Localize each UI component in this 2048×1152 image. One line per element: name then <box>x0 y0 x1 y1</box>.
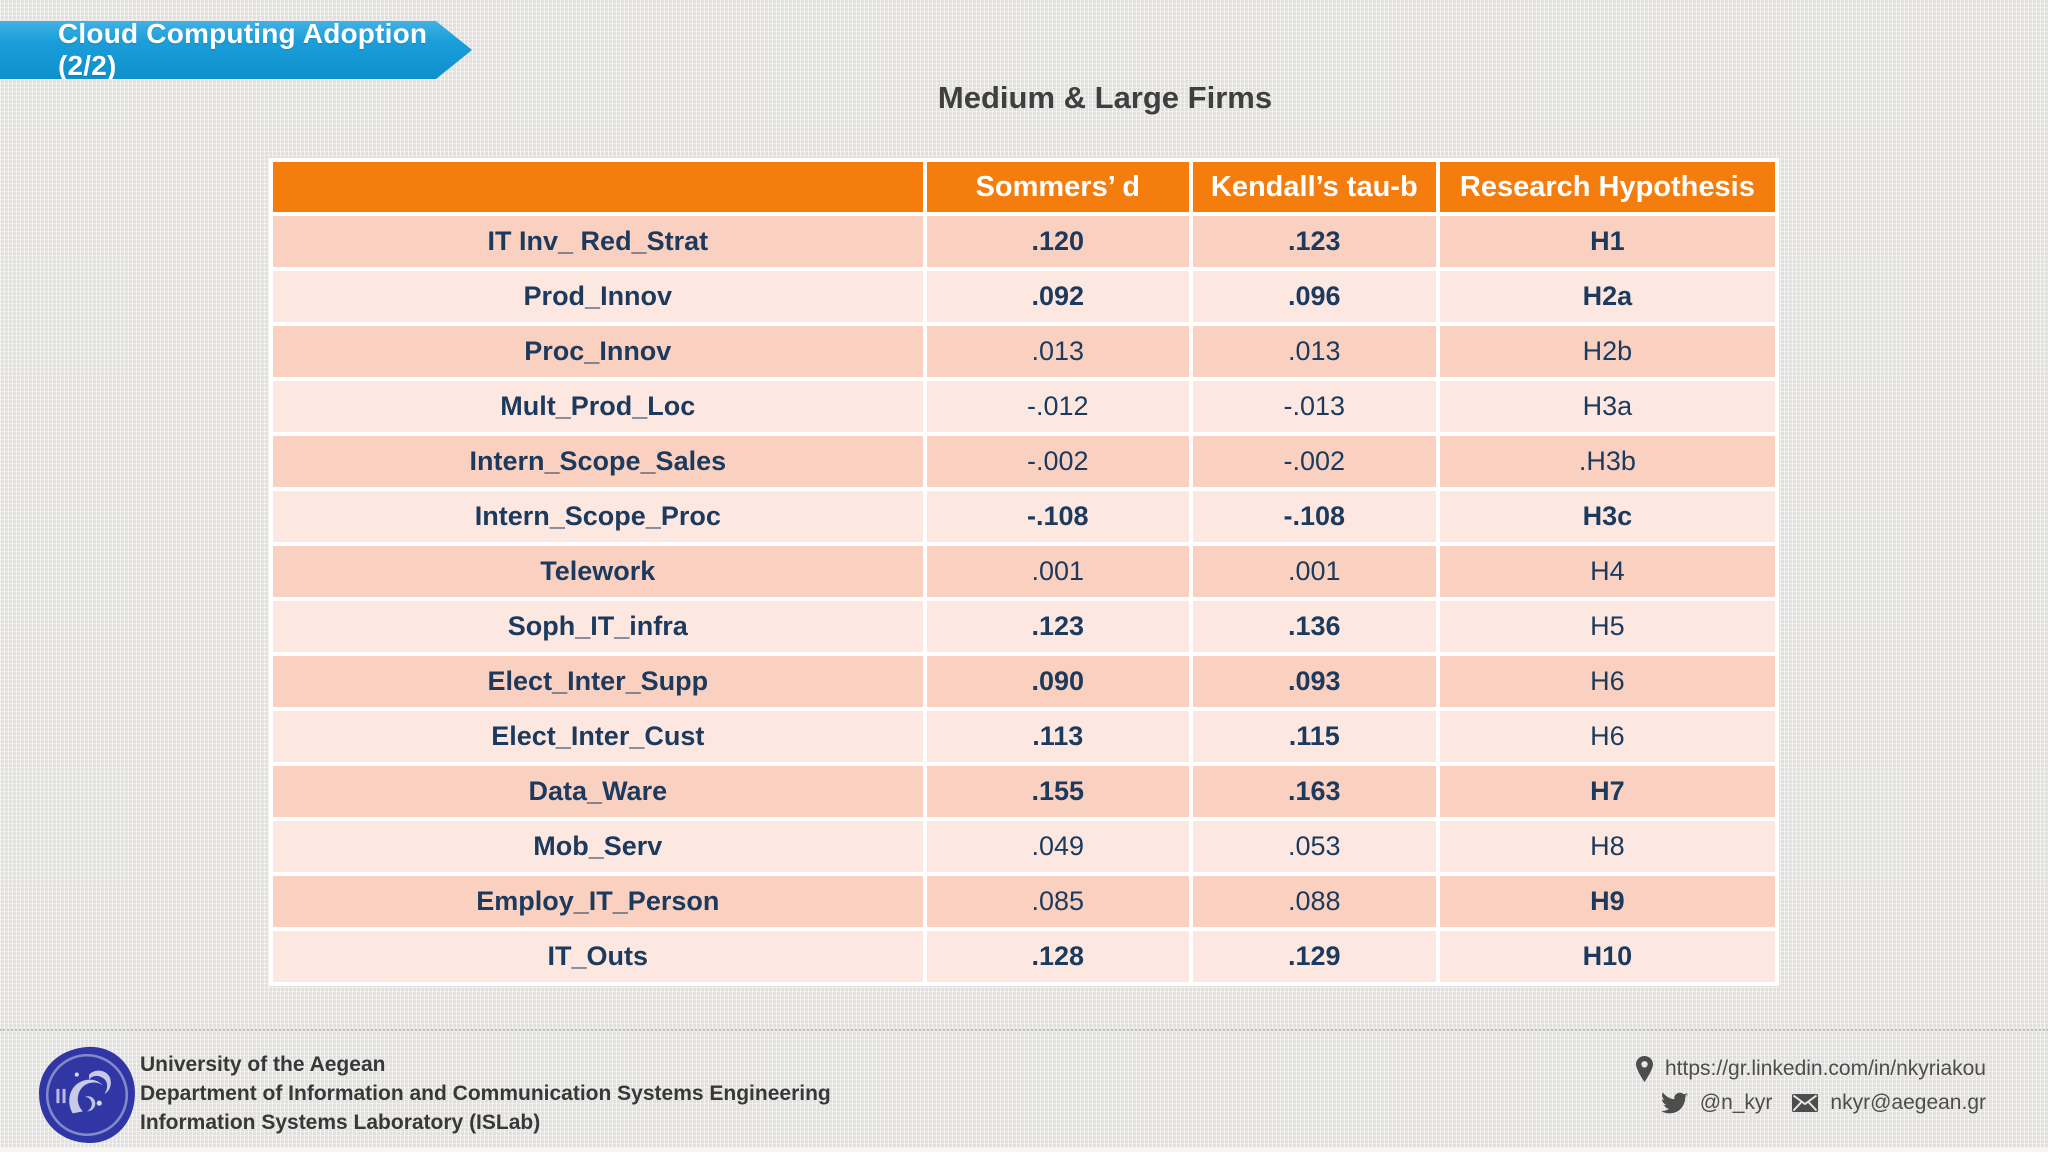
results-table-container: Sommers’ d Kendall’s tau-b Research Hypo… <box>269 158 1779 986</box>
row-label-cell: IT Inv_ Red_Strat <box>273 216 923 267</box>
row-label-cell: Data_Ware <box>273 766 923 817</box>
hypothesis-cell: H6 <box>1439 656 1775 707</box>
kendall-tau-cell: -.108 <box>1192 491 1436 542</box>
kendall-tau-cell: .096 <box>1192 271 1436 322</box>
hypothesis-cell: H3c <box>1439 491 1775 542</box>
kendall-tau-cell: .013 <box>1192 326 1436 377</box>
table-row: Soph_IT_infra .123 .136 H5 <box>273 601 1775 652</box>
row-label-cell: Mult_Prod_Loc <box>273 381 923 432</box>
page-title: Medium & Large Firms <box>937 80 1273 115</box>
kendall-tau-cell: .136 <box>1192 601 1436 652</box>
laboratory-name: Information Systems Laboratory (ISLab) <box>140 1111 541 1134</box>
row-label-cell: Telework <box>273 546 923 597</box>
sommers-d-cell: .128 <box>926 931 1189 982</box>
row-label-cell: IT_Outs <box>273 931 923 982</box>
row-label-cell: Employ_IT_Person <box>273 876 923 927</box>
row-label-cell: Prod_Innov <box>273 271 923 322</box>
results-table: Sommers’ d Kendall’s tau-b Research Hypo… <box>269 158 1779 986</box>
sommers-d-cell: .090 <box>926 656 1189 707</box>
sommers-d-cell: .049 <box>926 821 1189 872</box>
email-address: nkyr@aegean.gr <box>1830 1091 1986 1114</box>
table-row: Mult_Prod_Loc -.012 -.013 H3a <box>273 381 1775 432</box>
table-row: Elect_Inter_Cust .113 .115 H6 <box>273 711 1775 762</box>
header-variable-cell <box>273 162 923 212</box>
row-label-cell: Proc_Innov <box>273 326 923 377</box>
header-sommers-d: Sommers’ d <box>926 162 1189 212</box>
header-kendall-tau: Kendall’s tau-b <box>1192 162 1436 212</box>
row-label-cell: Intern_Scope_Proc <box>273 491 923 542</box>
email-icon <box>1792 1094 1819 1112</box>
organization-info: University of the Aegean Department of I… <box>140 1050 831 1137</box>
kendall-tau-cell: .053 <box>1192 821 1436 872</box>
table-row: Data_Ware .155 .163 H7 <box>273 766 1775 817</box>
sommers-d-cell: .155 <box>926 766 1189 817</box>
kendall-tau-cell: .115 <box>1192 711 1436 762</box>
hypothesis-cell: H8 <box>1439 821 1775 872</box>
slide-topic-label: Cloud Computing Adoption (2/2) <box>58 18 428 81</box>
hypothesis-cell: H1 <box>1439 216 1775 267</box>
slide-topic-banner: Cloud Computing Adoption (2/2) <box>0 21 472 79</box>
hypothesis-cell: H6 <box>1439 711 1775 762</box>
twitter-handle: @n_kyr <box>1699 1091 1773 1114</box>
location-pin-icon <box>1636 1056 1653 1082</box>
sommers-d-cell: .113 <box>926 711 1189 762</box>
table-header-row: Sommers’ d Kendall’s tau-b Research Hypo… <box>273 162 1775 212</box>
university-logo <box>39 1046 135 1143</box>
sommers-d-cell: -.012 <box>926 381 1189 432</box>
sommers-d-cell: .001 <box>926 546 1189 597</box>
hypothesis-cell: H9 <box>1439 876 1775 927</box>
header-research-hypothesis: Research Hypothesis <box>1439 162 1775 212</box>
department-name: Department of Information and Communicat… <box>140 1082 831 1105</box>
kendall-tau-cell: .088 <box>1192 876 1436 927</box>
slide-bottom-edge <box>0 1147 2048 1152</box>
sommers-d-cell: .013 <box>926 326 1189 377</box>
table-row: Employ_IT_Person .085 .088 H9 <box>273 876 1775 927</box>
table-row: IT_Outs .128 .129 H10 <box>273 931 1775 982</box>
table-row: Proc_Innov .013 .013 H2b <box>273 326 1775 377</box>
table-row: Prod_Innov .092 .096 H2a <box>273 271 1775 322</box>
social-line: @n_kyr nkyr@aegean.gr <box>1660 1091 1986 1115</box>
linkedin-line: https://gr.linkedin.com/in/nkyriakou <box>1636 1056 1986 1082</box>
kendall-tau-cell: .163 <box>1192 766 1436 817</box>
table-row: Telework .001 .001 H4 <box>273 546 1775 597</box>
kendall-tau-cell: .001 <box>1192 546 1436 597</box>
hypothesis-cell: H2b <box>1439 326 1775 377</box>
university-name: University of the Aegean <box>140 1053 386 1076</box>
hypothesis-cell: H2a <box>1439 271 1775 322</box>
table-row: Intern_Scope_Proc -.108 -.108 H3c <box>273 491 1775 542</box>
table-row: Intern_Scope_Sales -.002 -.002 .H3b <box>273 436 1775 487</box>
linkedin-url: https://gr.linkedin.com/in/nkyriakou <box>1665 1057 1986 1080</box>
twitter-icon <box>1660 1091 1688 1115</box>
table-row: IT Inv_ Red_Strat .120 .123 H1 <box>273 216 1775 267</box>
row-label-cell: Intern_Scope_Sales <box>273 436 923 487</box>
row-label-cell: Elect_Inter_Supp <box>273 656 923 707</box>
hypothesis-cell: H3a <box>1439 381 1775 432</box>
footer-divider <box>0 1029 2048 1031</box>
sommers-d-cell: .123 <box>926 601 1189 652</box>
sommers-d-cell: -.002 <box>926 436 1189 487</box>
row-label-cell: Soph_IT_infra <box>273 601 923 652</box>
hypothesis-cell: H5 <box>1439 601 1775 652</box>
hypothesis-cell: .H3b <box>1439 436 1775 487</box>
hypothesis-cell: H4 <box>1439 546 1775 597</box>
kendall-tau-cell: .093 <box>1192 656 1436 707</box>
table-row: Elect_Inter_Supp .090 .093 H6 <box>273 656 1775 707</box>
table-row: Mob_Serv .049 .053 H8 <box>273 821 1775 872</box>
sommers-d-cell: .092 <box>926 271 1189 322</box>
hypothesis-cell: H10 <box>1439 931 1775 982</box>
contact-info: https://gr.linkedin.com/in/nkyriakou @n_… <box>1636 1056 1986 1115</box>
sommers-d-cell: .120 <box>926 216 1189 267</box>
row-label-cell: Mob_Serv <box>273 821 923 872</box>
kendall-tau-cell: .129 <box>1192 931 1436 982</box>
sommers-d-cell: .085 <box>926 876 1189 927</box>
hypothesis-cell: H7 <box>1439 766 1775 817</box>
row-label-cell: Elect_Inter_Cust <box>273 711 923 762</box>
sommers-d-cell: -.108 <box>926 491 1189 542</box>
kendall-tau-cell: .123 <box>1192 216 1436 267</box>
kendall-tau-cell: -.002 <box>1192 436 1436 487</box>
kendall-tau-cell: -.013 <box>1192 381 1436 432</box>
